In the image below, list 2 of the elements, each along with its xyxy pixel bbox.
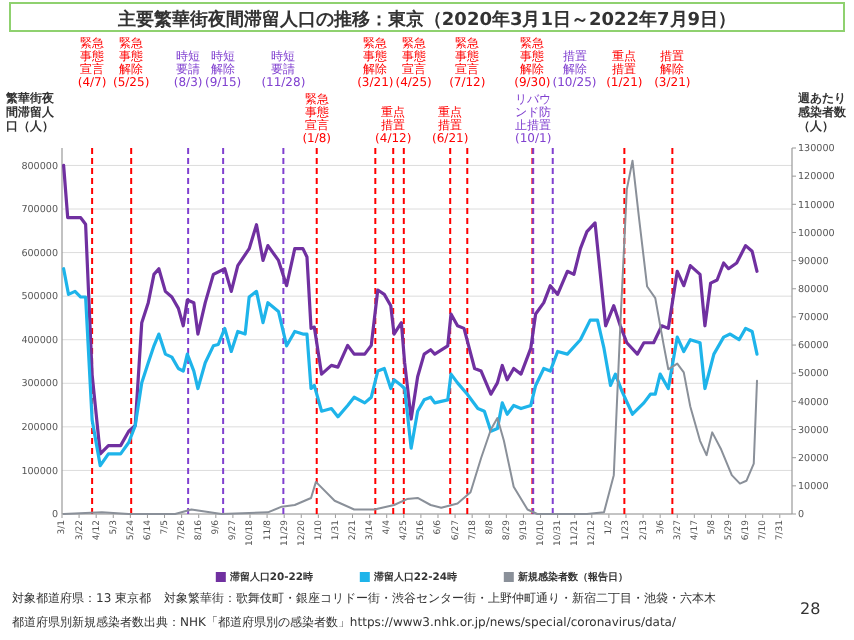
- chart-title: 主要繁華街夜間滞留人口の推移：東京（2020年3月1日～2022年7月9日）: [115, 9, 737, 31]
- text: 28: [800, 600, 821, 618]
